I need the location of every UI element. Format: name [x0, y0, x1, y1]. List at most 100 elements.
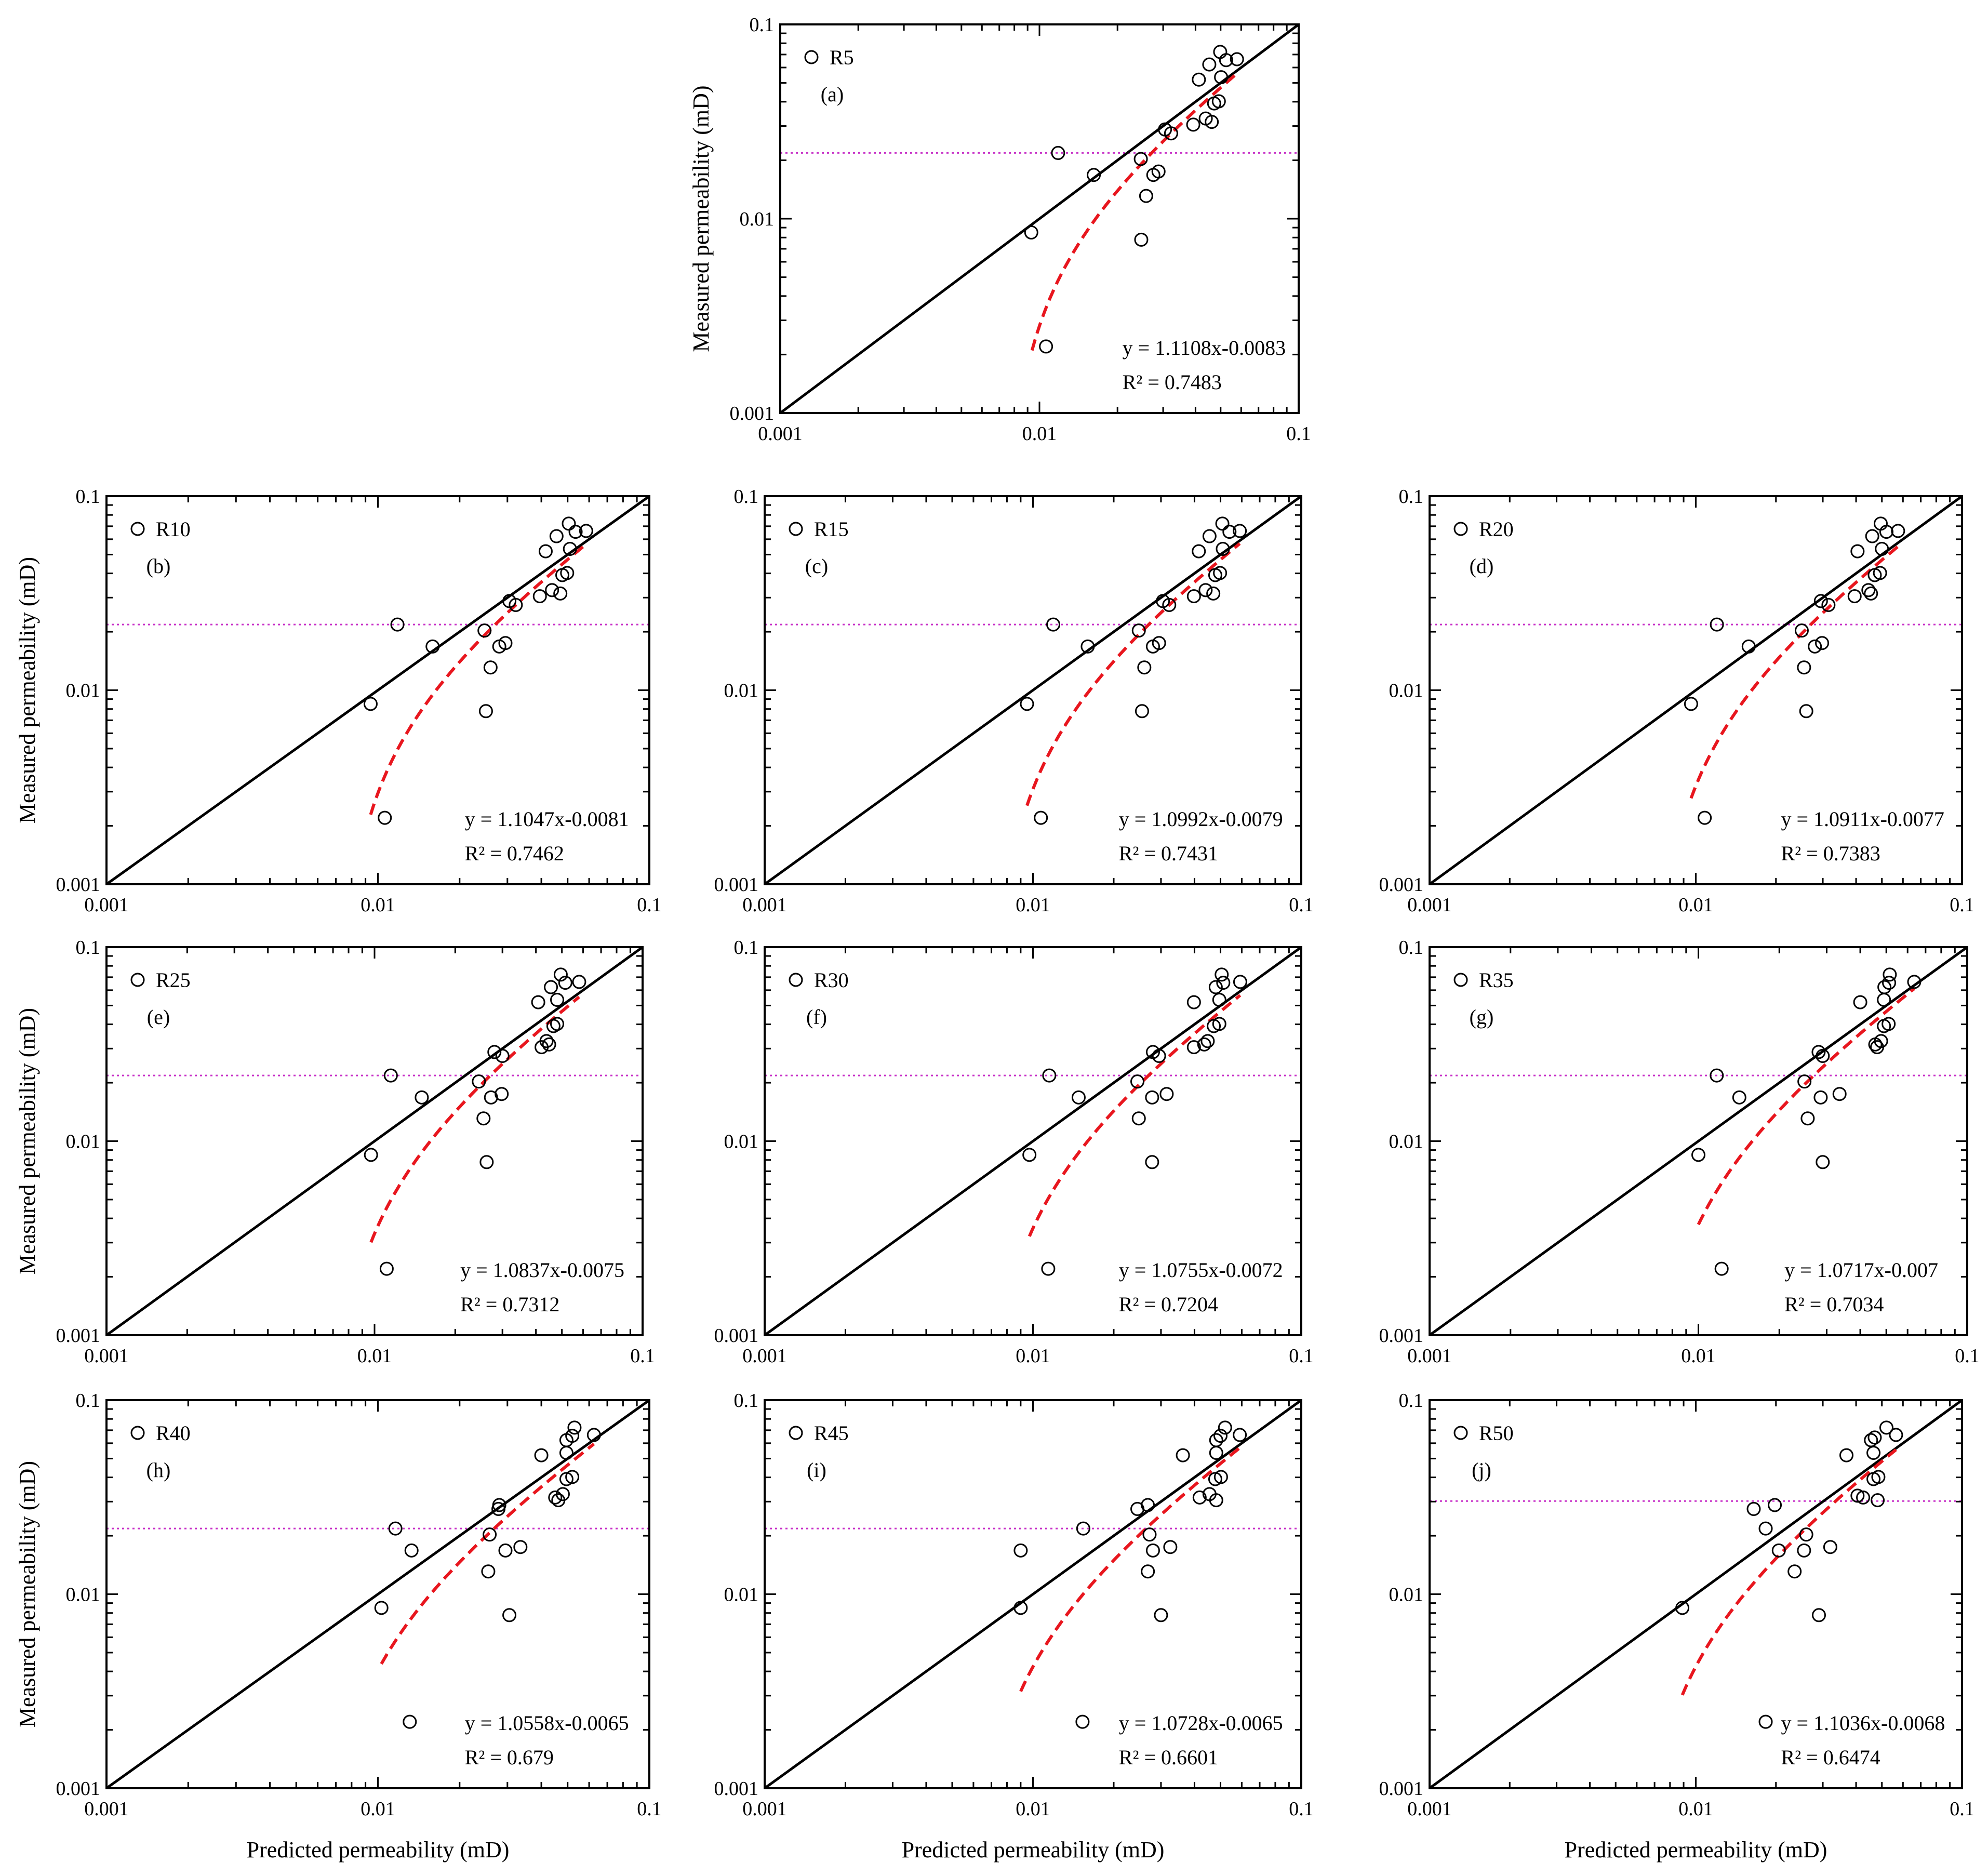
data-point: [1034, 810, 1048, 825]
x-tick-label: 0.001: [1407, 1345, 1452, 1367]
x-tick-label: 0.001: [84, 894, 129, 916]
data-point: [1212, 1017, 1226, 1031]
fit-r-squared: R² = 0.6474: [1781, 1746, 1880, 1769]
data-point: [1186, 1040, 1201, 1055]
data-point: [1131, 1111, 1146, 1126]
data-point: [1758, 1521, 1773, 1536]
one-to-one-line: [106, 496, 649, 884]
y-tick-label: 0.01: [724, 680, 759, 702]
data-point: [478, 704, 493, 719]
data-point: [568, 525, 583, 539]
data-point: [563, 541, 577, 556]
y-tick-label: 0.1: [76, 486, 101, 508]
x-tick-label: 0.01: [1016, 1345, 1050, 1367]
data-point: [1197, 1037, 1211, 1052]
one-to-one-line: [765, 1400, 1301, 1788]
data-point: [559, 1472, 573, 1486]
data-point: [1216, 976, 1231, 990]
data-point: [1209, 1445, 1223, 1460]
data-point: [1152, 636, 1166, 650]
data-point: [481, 1564, 496, 1579]
x-tick-label: 0.001: [742, 1798, 787, 1820]
data-point: [1186, 995, 1201, 1009]
chart-panel-d: 0.001 0.01 0.1 0.001 0.01 0.1 R20 (d) y = 1.0911…: [1379, 486, 1974, 916]
data-point: [487, 1045, 502, 1059]
data-point: [1215, 516, 1230, 531]
fit-r-squared: R² = 0.6601: [1119, 1746, 1218, 1769]
data-point: [1799, 1527, 1813, 1542]
data-point: [1213, 45, 1228, 59]
data-point: [472, 1074, 486, 1089]
data-point: [1208, 980, 1223, 994]
one-to-one-line: [106, 947, 643, 1335]
data-point: [1768, 1498, 1782, 1512]
data-point: [1879, 1420, 1893, 1435]
data-point: [1856, 1490, 1871, 1505]
fit-curve: [1028, 994, 1242, 1237]
x-axis-label: Predicted permeability (mD): [247, 1837, 510, 1863]
y-axis-label: Measured permeability (mD): [688, 85, 714, 352]
data-point: [1710, 617, 1724, 632]
legend-label: R25: [156, 968, 191, 992]
data-point: [1698, 810, 1712, 825]
data-point: [363, 697, 378, 711]
data-point: [1813, 1090, 1828, 1105]
data-point: [476, 1111, 491, 1126]
fit-curve: [1689, 545, 1899, 799]
y-axis-label: Measured permeability (mD): [15, 1461, 40, 1727]
x-tick-label: 0.01: [1681, 1345, 1716, 1367]
x-tick-label: 0.001: [84, 1345, 129, 1367]
data-point: [1130, 1074, 1145, 1089]
x-tick-label: 0.001: [84, 1798, 129, 1820]
data-point: [1230, 52, 1244, 67]
y-tick-label: 0.1: [1399, 486, 1424, 508]
fit-equation: y = 1.0837x-0.0075: [460, 1258, 624, 1282]
data-point: [1808, 639, 1822, 654]
data-point: [1202, 1487, 1217, 1501]
data-point: [477, 623, 492, 638]
data-point: [509, 597, 523, 612]
panel-label: (g): [1470, 1005, 1494, 1029]
data-point: [1889, 1428, 1903, 1442]
chart-panel-e: 0.001 0.01 0.1 0.001 0.01 0.1 R25 (e) y = 1.0837…: [15, 937, 655, 1367]
data-point: [1192, 72, 1206, 87]
data-point: [534, 1448, 549, 1462]
data-point: [1871, 1470, 1886, 1484]
x-tick-label: 0.001: [742, 1345, 787, 1367]
fit-equation: y = 1.0728x-0.0065: [1119, 1711, 1283, 1735]
legend-label: R40: [156, 1421, 191, 1445]
legend-label: R45: [814, 1421, 849, 1445]
fit-equation: y = 1.1047x-0.0081: [465, 807, 629, 831]
y-tick-label: 0.01: [66, 1584, 101, 1606]
y-tick-label: 0.01: [724, 1131, 759, 1153]
data-point: [479, 1155, 494, 1169]
data-point: [1799, 704, 1813, 719]
data-point: [390, 617, 405, 632]
data-point: [1233, 1428, 1247, 1442]
fit-r-squared: R² = 0.7034: [1784, 1293, 1884, 1316]
y-tick-label: 0.01: [1389, 1131, 1424, 1153]
legend-marker: [1453, 1426, 1468, 1440]
x-tick-label: 0.1: [637, 894, 662, 916]
y-axis-label: Measured permeability (mD): [15, 557, 40, 823]
y-tick-label: 0.1: [734, 937, 759, 959]
data-point: [1186, 117, 1200, 132]
x-tick-label: 0.1: [630, 1345, 655, 1367]
data-point: [1871, 1493, 1885, 1508]
fit-r-squared: R² = 0.7383: [1781, 842, 1880, 865]
data-point: [1080, 639, 1095, 654]
data-point: [1732, 1090, 1746, 1105]
x-tick-label: 0.001: [1407, 894, 1452, 916]
data-point: [1832, 1087, 1847, 1101]
legend-marker: [1453, 973, 1468, 987]
data-point: [1811, 1045, 1826, 1059]
data-point: [567, 1420, 582, 1435]
data-point: [1233, 975, 1247, 989]
chart-panel-h: 0.001 0.01 0.1 0.001 0.01 0.1 R40 (h) y = 1.0558…: [15, 1390, 662, 1863]
data-point: [1868, 1037, 1883, 1052]
data-point: [558, 976, 572, 990]
data-point: [1206, 586, 1221, 601]
legend-label: R35: [1479, 968, 1514, 992]
data-point: [1864, 1433, 1878, 1447]
data-point: [1046, 617, 1061, 632]
